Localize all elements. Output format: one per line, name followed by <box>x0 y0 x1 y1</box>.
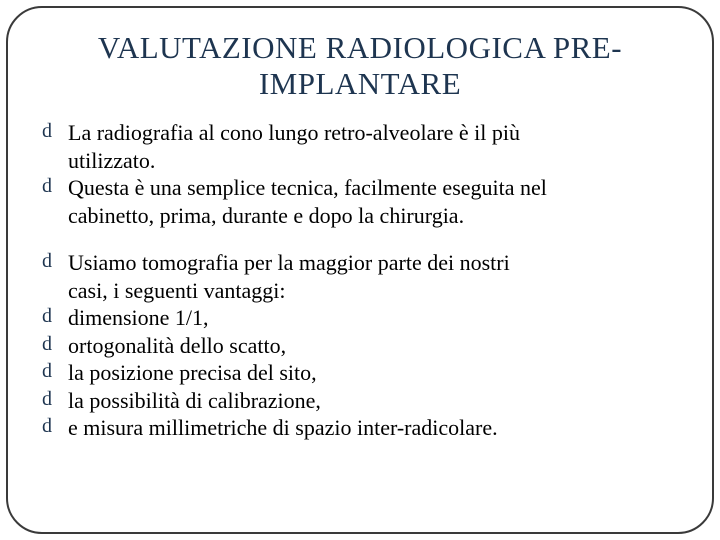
slide-frame: VALUTAZIONE RADIOLOGICA PRE-IMPLANTARE d… <box>6 6 714 534</box>
list-item: d Questa è una semplice tecnica, facilme… <box>42 174 678 202</box>
bullet-icon: d <box>42 332 52 357</box>
list-item-lead: ortogonalità dello scatto, <box>68 333 286 358</box>
paragraph-block: d Usiamo tomografia per la maggior parte… <box>42 249 678 442</box>
list-item-continuation: casi, i seguenti vantaggi: <box>42 277 678 305</box>
list-item: d Usiamo tomografia per la maggior parte… <box>42 249 678 277</box>
list-item: d La radiografia al cono lungo retro-alv… <box>42 119 678 147</box>
bullet-icon: d <box>42 119 52 144</box>
list-item-continuation: cabinetto, prima, durante e dopo la chir… <box>42 202 678 230</box>
list-item-lead: e misura millimetriche di spazio inter-r… <box>68 415 498 440</box>
slide-title: VALUTAZIONE RADIOLOGICA PRE-IMPLANTARE <box>72 30 648 101</box>
list-item: d la possibilità di calibrazione, <box>42 387 678 415</box>
list-item: d dimensione 1/1, <box>42 304 678 332</box>
list-item-lead: Usiamo tomografia per la maggior parte d… <box>68 250 510 275</box>
bullet-icon: d <box>42 249 52 274</box>
bullet-icon: d <box>42 304 52 329</box>
list-item: d ortogonalità dello scatto, <box>42 332 678 360</box>
list-item-lead: la posizione precisa del sito, <box>68 360 317 385</box>
bullet-icon: d <box>42 359 52 384</box>
list-item-lead: dimensione 1/1, <box>68 305 209 330</box>
list-item-lead: La radiografia al cono lungo retro-alveo… <box>68 120 520 145</box>
list-item-lead: la possibilità di calibrazione, <box>68 388 321 413</box>
list-item-continuation: utilizzato. <box>42 147 678 175</box>
bullet-icon: d <box>42 387 52 412</box>
bullet-icon: d <box>42 174 52 199</box>
list-item-lead: Questa è una semplice tecnica, facilment… <box>68 175 547 200</box>
list-item: d e misura millimetriche di spazio inter… <box>42 414 678 442</box>
paragraph-block: d La radiografia al cono lungo retro-alv… <box>42 119 678 229</box>
bullet-icon: d <box>42 414 52 439</box>
list-item: d la posizione precisa del sito, <box>42 359 678 387</box>
slide-body: d La radiografia al cono lungo retro-alv… <box>42 119 678 442</box>
